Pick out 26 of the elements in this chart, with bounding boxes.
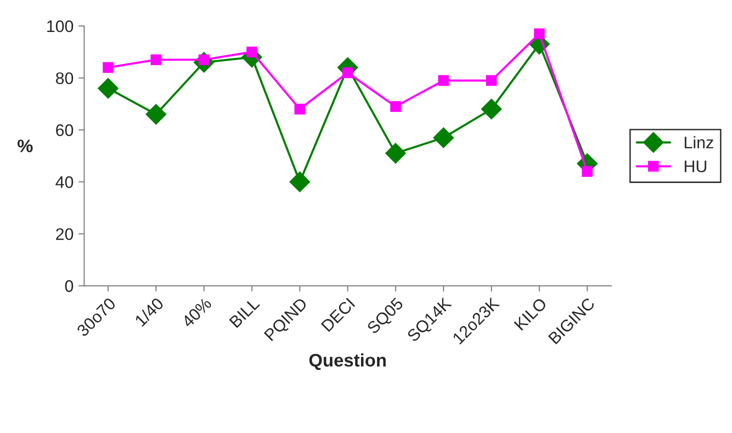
point xyxy=(150,54,162,66)
y-tick-label: 20 xyxy=(56,228,74,240)
point xyxy=(481,98,502,120)
point xyxy=(582,166,593,177)
point xyxy=(390,101,401,112)
point xyxy=(102,62,114,73)
y-tick-label: 80 xyxy=(56,72,74,84)
y-tick-label: 100 xyxy=(47,20,74,32)
y-axis-title: % xyxy=(18,140,33,152)
point xyxy=(289,172,310,192)
point xyxy=(146,104,166,125)
y-tick-label: 0 xyxy=(65,280,74,292)
x-tick-label: 40% xyxy=(180,296,212,328)
legend-label: Linz xyxy=(684,136,714,148)
legend-label: HU xyxy=(684,160,706,172)
point xyxy=(294,104,306,114)
x-axis-title: Question xyxy=(309,353,386,370)
point xyxy=(486,75,497,86)
y-tick-label: 40 xyxy=(56,176,74,188)
point xyxy=(438,75,449,86)
x-tick-label: BILL xyxy=(229,297,260,328)
point xyxy=(385,142,406,164)
point xyxy=(534,28,545,40)
point xyxy=(98,78,118,99)
y-tick-label: 60 xyxy=(56,124,74,136)
point xyxy=(433,127,454,148)
